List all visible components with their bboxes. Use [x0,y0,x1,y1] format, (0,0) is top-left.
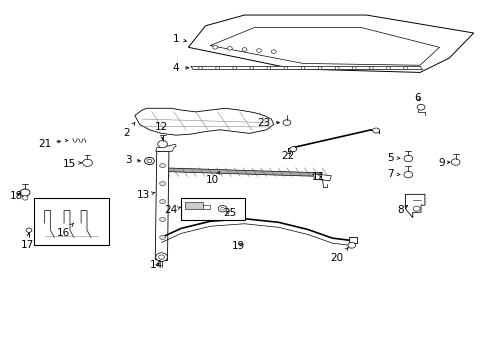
Circle shape [159,235,165,239]
Text: 18: 18 [10,191,23,201]
Circle shape [403,155,412,162]
Circle shape [318,67,322,69]
Circle shape [198,67,202,69]
Circle shape [372,128,379,133]
Circle shape [289,147,296,152]
Text: 10: 10 [206,172,219,185]
Bar [34,198,109,244]
Text: 2: 2 [123,122,135,138]
Circle shape [82,159,92,166]
Polygon shape [348,237,356,243]
Circle shape [334,67,338,69]
Polygon shape [188,15,473,72]
Text: 20: 20 [330,248,347,263]
Circle shape [26,228,32,232]
Circle shape [386,67,389,69]
Circle shape [20,189,30,196]
Text: 3: 3 [125,155,140,165]
Circle shape [347,242,355,248]
Text: 6: 6 [413,93,420,103]
Circle shape [232,67,236,69]
Polygon shape [155,151,168,261]
Text: 22: 22 [280,150,293,161]
Circle shape [368,67,372,69]
Polygon shape [405,194,424,218]
Text: 19: 19 [231,241,245,251]
Circle shape [159,181,165,186]
Circle shape [218,206,226,212]
Bar [181,198,244,220]
Polygon shape [159,168,322,176]
Polygon shape [184,202,203,210]
Text: 15: 15 [62,158,81,168]
Text: 17: 17 [21,233,34,250]
Text: 23: 23 [257,118,279,128]
Text: 8: 8 [396,206,407,216]
Text: 4: 4 [173,63,188,73]
Text: 5: 5 [386,153,399,163]
Text: 14: 14 [150,260,163,270]
Circle shape [271,50,276,53]
Circle shape [403,67,407,69]
Circle shape [283,120,290,126]
Text: 21: 21 [38,139,61,149]
Polygon shape [190,66,422,69]
Circle shape [147,159,152,163]
Circle shape [158,140,167,148]
Circle shape [159,217,165,222]
Polygon shape [156,144,176,151]
Circle shape [220,207,224,210]
Circle shape [301,67,305,69]
Circle shape [212,45,217,49]
Text: 9: 9 [438,158,449,168]
Circle shape [158,255,164,259]
Circle shape [266,67,270,69]
Circle shape [144,157,154,165]
Text: 12: 12 [155,122,168,139]
Text: 16: 16 [57,223,73,238]
Circle shape [215,67,219,69]
Text: 25: 25 [223,208,236,218]
Circle shape [242,48,246,51]
Circle shape [22,196,28,200]
Circle shape [227,46,232,50]
Circle shape [351,67,355,69]
Polygon shape [135,108,273,135]
Polygon shape [312,174,330,181]
Text: 7: 7 [386,169,399,179]
Circle shape [249,67,253,69]
Circle shape [403,171,412,178]
Circle shape [450,159,459,165]
Text: 13: 13 [136,190,155,200]
Text: 1: 1 [173,34,186,44]
Text: 11: 11 [311,172,325,182]
Circle shape [159,163,165,168]
Text: 24: 24 [164,206,181,216]
Circle shape [256,49,261,52]
Circle shape [416,104,424,110]
Circle shape [156,253,167,261]
Circle shape [159,199,165,204]
Circle shape [412,206,419,211]
Circle shape [284,67,287,69]
